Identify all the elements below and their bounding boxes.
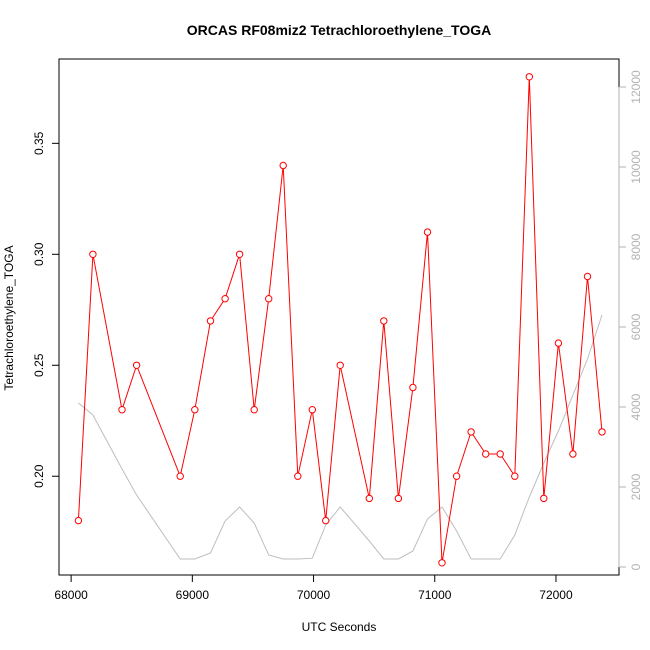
primary-series-point	[467, 428, 475, 436]
primary-series-point	[322, 516, 330, 525]
primary-series-point	[423, 228, 432, 236]
chart-title: ORCAS RF08miz2 Tetrachloroethylene_TOGA	[187, 22, 491, 38]
primary-series-point	[176, 472, 184, 480]
primary-series-point	[569, 450, 577, 458]
primary-series-point	[540, 494, 548, 503]
primary-series-point	[265, 295, 273, 303]
y-tick-label: 0.20	[32, 464, 46, 488]
primary-series-point	[554, 339, 563, 347]
x-tick-label: 72000	[539, 588, 573, 602]
y2-tick-label: 0	[629, 563, 643, 570]
primary-series-point	[452, 472, 461, 480]
primary-series-point	[132, 361, 141, 369]
primary-series-point	[482, 450, 490, 458]
y-tick-label: 0.25	[32, 353, 46, 377]
y2-tick-label: 12000	[629, 70, 643, 104]
y-tick-label: 0.35	[32, 131, 46, 155]
secondary-series-line	[78, 314, 603, 560]
plot-area: 68000 69000 70000 71000 72000 0.20 0.25 0.30 0.3…	[32, 58, 643, 602]
primary-series-point	[118, 406, 126, 414]
primary-series-point	[511, 472, 519, 480]
primary-series-point	[365, 494, 373, 503]
primary-series-point	[235, 250, 244, 259]
primary-series-point	[250, 406, 258, 414]
primary-series-point	[74, 516, 83, 525]
x-tick-label: 68000	[54, 588, 88, 602]
primary-series-line	[77, 76, 603, 563]
primary-series-point	[525, 73, 533, 81]
y-axis-label: Tetrachloroethylene_TOGA	[2, 245, 16, 390]
primary-series-point	[496, 450, 504, 458]
primary-series-point	[206, 317, 215, 325]
primary-series-point	[394, 494, 403, 503]
y-tick-label: 0.30	[32, 242, 46, 266]
primary-series-point	[409, 383, 417, 392]
primary-series-point	[221, 295, 229, 303]
primary-series-point	[380, 317, 388, 325]
y2-tick-label: 4000	[629, 393, 643, 420]
primary-series-point	[308, 406, 316, 414]
y2-tick-label: 10000	[629, 150, 643, 184]
plot-frame	[58, 58, 620, 576]
primary-series-point	[89, 250, 97, 259]
x-tick-label: 71000	[418, 588, 452, 602]
y2-tick-label: 2000	[629, 473, 643, 500]
y2-tick-label: 8000	[629, 233, 643, 260]
primary-series-point	[191, 406, 199, 414]
primary-series-point	[279, 161, 287, 170]
primary-series-point	[598, 428, 606, 436]
primary-series-point	[583, 272, 592, 281]
primary-series-point	[294, 472, 302, 480]
y2-tick-label: 6000	[629, 313, 643, 340]
x-axis-label: UTC Seconds	[302, 620, 377, 634]
primary-series-point	[438, 559, 446, 567]
x-tick-label: 69000	[176, 588, 210, 602]
x-tick-label: 70000	[297, 588, 331, 602]
primary-series-point	[336, 361, 344, 369]
